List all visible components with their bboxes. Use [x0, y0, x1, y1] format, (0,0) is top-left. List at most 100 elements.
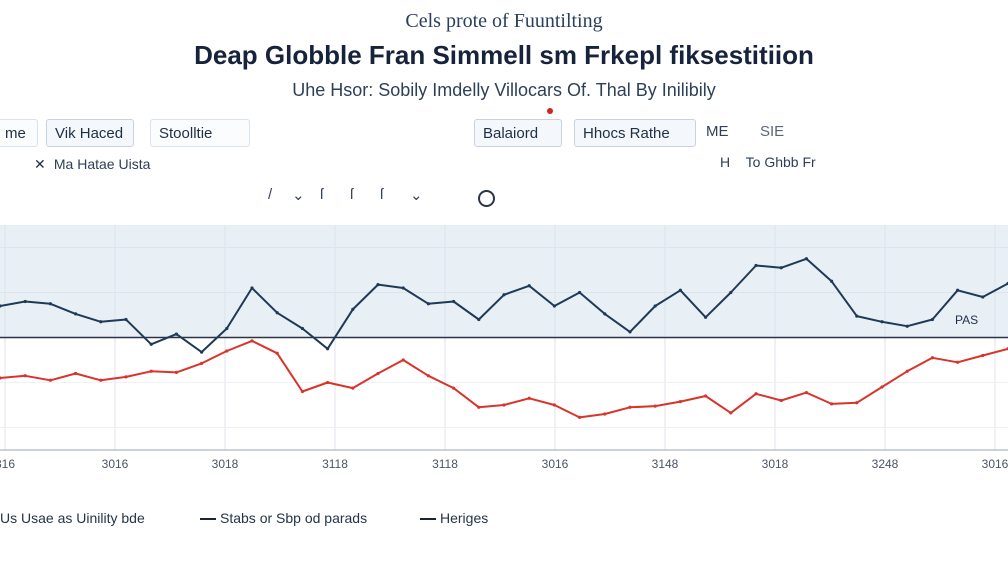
data-point [99, 378, 103, 382]
pen-tool-icon[interactable]: ſ [380, 186, 384, 203]
data-point [477, 405, 481, 409]
circle-tool-icon[interactable] [478, 190, 495, 207]
x-tick-label: 316 [0, 457, 15, 471]
x-tick-label: 3018 [212, 457, 239, 471]
sub-control-label: Ma Hatae Uista [53, 156, 151, 172]
data-point [275, 311, 279, 315]
data-point [99, 320, 103, 324]
data-point [74, 312, 78, 316]
data-point [48, 302, 53, 306]
data-point [603, 312, 607, 316]
strike-icon: ✕ [34, 156, 46, 172]
data-point [779, 266, 783, 270]
data-point [804, 257, 809, 261]
data-point [981, 353, 985, 358]
data-point [628, 330, 632, 334]
data-point [527, 284, 531, 288]
data-point [729, 290, 733, 295]
data-point [300, 389, 304, 394]
data-point [956, 288, 960, 292]
left-controls: me Vik Haced Stoolltie ✕ Ma Hatae Uista [0, 113, 260, 185]
data-point [653, 404, 657, 408]
data-point [326, 380, 330, 385]
upper-band [0, 225, 1008, 338]
data-point [250, 286, 254, 290]
data-point [905, 324, 909, 328]
drawing-tools: / ⌄ ſ ſ ſ ⌄ [268, 186, 508, 212]
control-button-5[interactable]: Hhocs Rathe [574, 119, 696, 147]
data-point [23, 374, 27, 378]
chevron-down-icon[interactable]: ⌄ [292, 187, 305, 204]
x-tick-label: 3018 [762, 457, 789, 471]
data-point [200, 361, 204, 365]
legend-label-2: Stabs or Sbp od parads [220, 510, 368, 526]
data-point [124, 317, 128, 322]
data-point [754, 392, 758, 396]
data-point [779, 398, 783, 403]
marker-dot-icon [547, 108, 553, 114]
control-button-3[interactable]: Stoolltie [150, 119, 250, 147]
legend-item-3: Heriges [420, 510, 488, 526]
data-point [804, 391, 809, 395]
legend-item-1: Us Usae as Uinility bde [0, 510, 145, 526]
data-point [930, 317, 935, 322]
control-button-4[interactable]: Balaiord [474, 119, 562, 147]
right-sub-label: To Ghbb Fr [745, 154, 816, 170]
data-point [578, 290, 582, 295]
data-point [376, 283, 380, 287]
data-point [653, 304, 657, 308]
data-point [754, 263, 758, 268]
right-sub-control[interactable]: H To Ghbb Fr [720, 149, 816, 175]
chart-title: Deap Globble Fran Simmell sm Frkepl fiks… [194, 40, 814, 70]
data-point [527, 396, 531, 400]
x-tick-label: 3016 [982, 457, 1008, 471]
data-point [578, 415, 582, 419]
line-chart: PAS 316 3016 3018 3118 3118 3016 3148 3018 3248 30… [0, 225, 1008, 471]
data-point [704, 394, 708, 398]
data-point [452, 299, 456, 304]
data-point [401, 286, 405, 290]
data-point [426, 374, 430, 378]
data-point [0, 376, 2, 380]
data-point [502, 403, 506, 407]
data-point [149, 369, 153, 373]
data-point [956, 360, 960, 364]
data-point [905, 369, 909, 373]
data-point [275, 351, 279, 355]
sub-control[interactable]: ✕ Ma Hatae Uista [34, 151, 150, 177]
data-point [477, 317, 481, 322]
data-point [351, 307, 355, 311]
data-point [855, 401, 859, 405]
data-point [930, 356, 935, 360]
control-button-2[interactable]: Vik Haced [46, 119, 134, 147]
x-tick-label: 3016 [542, 457, 569, 471]
x-tick-label: 3148 [652, 457, 679, 471]
data-point [729, 411, 733, 415]
data-point [401, 358, 405, 362]
data-point [48, 378, 53, 382]
data-point [74, 371, 78, 376]
data-point [23, 299, 27, 304]
data-point [225, 326, 229, 331]
x-tick-label: 3248 [872, 457, 899, 471]
chart-legend: Us Usae as Uinility bde Stabs or Sbp od … [0, 510, 520, 532]
data-point [855, 314, 859, 318]
line-tool-icon[interactable]: / [268, 186, 273, 203]
data-point [174, 370, 178, 374]
x-tick-label: 3016 [102, 457, 129, 471]
tag-label: ME [706, 123, 729, 140]
data-point [678, 288, 683, 292]
data-point [880, 320, 884, 324]
control-button-1[interactable]: me [0, 119, 38, 147]
data-point [326, 347, 330, 351]
pen-tool-icon[interactable]: ſ [350, 186, 354, 203]
data-point [426, 302, 430, 306]
x-tick-label: 3118 [322, 457, 348, 471]
data-point [174, 332, 178, 336]
data-point [149, 342, 153, 346]
data-point [250, 339, 254, 343]
pen-tool-icon[interactable]: ſ [320, 186, 324, 203]
chart-subtitle: Uhe Hsor: Sobily Imdelly Villocars Of. T… [292, 80, 716, 100]
chevron-down-icon[interactable]: ⌄ [410, 187, 423, 204]
x-tick-label: 3118 [432, 457, 458, 471]
